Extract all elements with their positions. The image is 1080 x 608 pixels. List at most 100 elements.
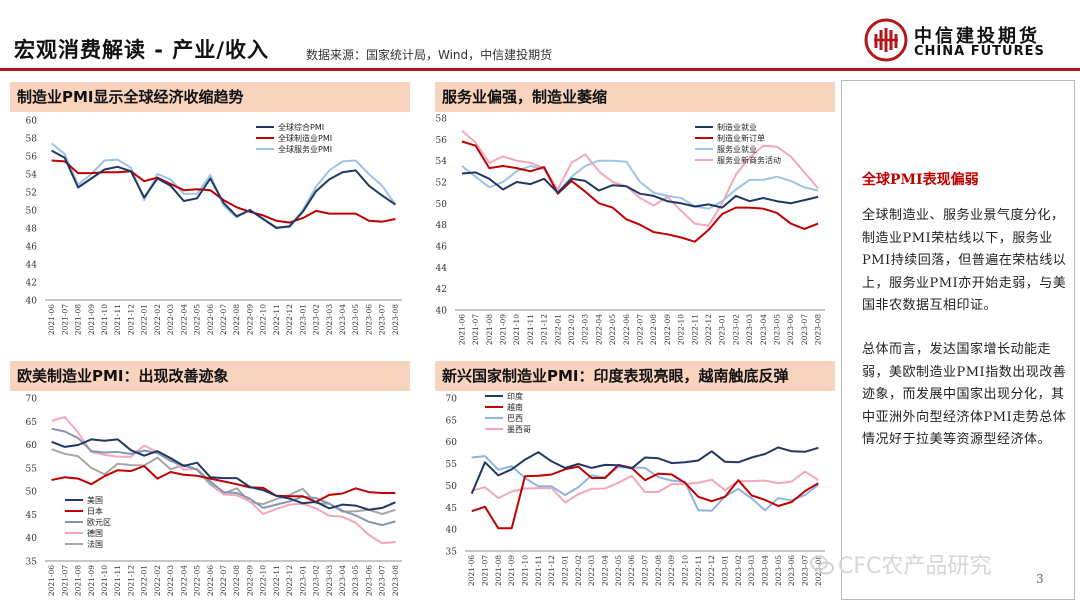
series-line-1 <box>461 171 819 209</box>
x-tick-label: 2022-06 <box>627 555 636 586</box>
x-tick-label: 2022-08 <box>654 555 663 586</box>
x-tick-label: 2022-07 <box>219 565 228 596</box>
y-tick-label: 35 <box>26 558 38 568</box>
y-tick-label: 42 <box>436 285 447 295</box>
x-tick-label: 2021-08 <box>74 565 83 596</box>
legend-label: 制造业就业 <box>717 122 757 132</box>
x-tick-label: 2022-10 <box>677 314 686 345</box>
x-tick-label: 2022-02 <box>153 304 162 335</box>
legend-label: 越南 <box>507 402 523 412</box>
series-line-1 <box>470 446 819 495</box>
y-tick-label: 55 <box>446 460 458 470</box>
x-tick-label: 2022-10 <box>681 555 690 586</box>
x-tick-label: 2023-06 <box>787 555 796 586</box>
x-tick-label: 2023-02 <box>312 565 321 596</box>
services-manufacturing-chart: 40 42 44 46 48 50 52 54 56 58 2021-06 2021-07 2021-0… <box>436 115 825 345</box>
commentary-box: 全球PMI表现偏弱 全球制造业、服务业景气度分化，制造业PMI荣枯线以下，服务业… <box>841 80 1075 600</box>
x-tick-label: 2021-12 <box>126 304 135 335</box>
emerging-pmi-chart: 35 40 45 50 55 60 65 70 2021-06 2021-07 2021-08 202… <box>446 391 825 586</box>
x-tick-label: 2021-09 <box>507 555 516 586</box>
x-tick-label: 2022-09 <box>245 304 254 335</box>
series-line-3 <box>51 427 396 527</box>
y-tick-label: 50 <box>446 482 458 492</box>
legend-label: 法国 <box>87 539 103 549</box>
wechat-icon <box>810 555 834 575</box>
company-logo: 中信建投期货 CHINA FUTURES <box>864 18 1074 66</box>
x-tick-label: 2021-06 <box>467 555 476 586</box>
y-tick-label: 58 <box>436 115 448 125</box>
x-tick-label: 2021-06 <box>457 314 466 345</box>
x-tick-label: 2023-03 <box>325 304 334 335</box>
page-title: 宏观消费解读 - 产业/收入 <box>14 38 270 62</box>
legend-label: 制造业新订单 <box>717 133 765 143</box>
x-tick-label: 2022-03 <box>587 555 596 586</box>
watermark: CFC农产品研究 <box>810 548 991 580</box>
x-tick-label: 2023-03 <box>325 565 334 596</box>
x-tick-label: 2023-03 <box>745 314 754 345</box>
x-tick-label: 2023-05 <box>774 555 783 586</box>
x-tick-label: 2022-10 <box>259 565 268 596</box>
x-tick-label: 2022-05 <box>608 314 617 345</box>
x-tick-label: 2023-07 <box>800 314 809 345</box>
x-tick-label: 2021-07 <box>60 565 69 596</box>
x-tick-label: 2023-04 <box>338 565 347 596</box>
x-tick-label: 2022-05 <box>614 555 623 586</box>
x-tick-label: 2021-08 <box>494 555 503 586</box>
x-tick-label: 2023-04 <box>338 304 347 335</box>
legend-label: 巴西 <box>507 414 523 423</box>
logo-chinese-name: 中信建投期货 <box>914 26 1040 47</box>
x-tick-label: 2023-03 <box>747 555 756 586</box>
y-tick-label: 45 <box>26 511 38 521</box>
header-divider <box>0 68 1080 71</box>
x-tick-label: 2023-02 <box>734 555 743 586</box>
chart-1-title: 制造业PMI显示全球经济收缩趋势 <box>10 82 410 112</box>
watermark-text: CFC农产品研究 <box>838 554 992 579</box>
x-tick-label: 2022-05 <box>193 304 202 335</box>
x-tick-label: 2021-09 <box>498 314 507 345</box>
x-tick-label: 2022-12 <box>704 314 713 345</box>
x-tick-label: 2021-07 <box>60 304 69 335</box>
x-tick-label: 2023-02 <box>312 304 321 335</box>
x-tick-label: 2021-12 <box>540 314 549 345</box>
y-tick-label: 65 <box>26 418 38 428</box>
x-tick-label: 2022-08 <box>232 565 241 596</box>
chart-4-title: 新兴国家制造业PMI：印度表现亮眼，越南触底反弹 <box>435 361 835 391</box>
x-tick-label: 2022-09 <box>663 314 672 345</box>
x-tick-label: 2021-09 <box>87 565 96 596</box>
legend-label: 全球制造业PMI <box>278 133 332 143</box>
series-line-4 <box>461 130 819 227</box>
y-tick-label: 56 <box>26 153 38 163</box>
data-source-note: 数据来源：国家统计局，Wind，中信建投期货 <box>306 48 553 62</box>
x-tick-label: 2022-12 <box>285 565 294 596</box>
x-tick-label: 2022-03 <box>166 304 175 335</box>
y-tick-label: 55 <box>26 464 38 474</box>
x-tick-label: 2021-10 <box>512 314 521 345</box>
legend-label: 服务业就业 <box>717 144 757 154</box>
global-pmi-chart: 40 42 44 46 48 50 52 54 56 58 60 2021-06 2021-07 2021… <box>26 117 402 335</box>
y-tick-label: 45 <box>446 504 458 514</box>
x-tick-label: 2023-07 <box>378 304 387 335</box>
x-tick-label: 2023-05 <box>351 304 360 335</box>
x-tick-label: 2021-11 <box>526 314 535 345</box>
x-tick-label: 2022-05 <box>193 565 202 596</box>
y-tick-label: 44 <box>26 261 38 271</box>
us-eu-pmi-chart: 35 40 45 50 55 60 65 70 2021-06 2021-07 2021-08 202… <box>26 395 402 596</box>
x-tick-label: 2022-01 <box>553 314 562 345</box>
citic-logo-icon <box>864 18 908 62</box>
x-tick-label: 2022-01 <box>561 555 570 586</box>
commentary-paragraph-1: 全球制造业、服务业景气度分化，制造业PMI荣枯线以下，服务业PMI持续回落，但普… <box>862 208 1067 313</box>
chart-2-title: 服务业偏强，制造业萎缩 <box>435 82 835 112</box>
series-line-2 <box>51 159 396 224</box>
x-tick-label: 2021-08 <box>485 314 494 345</box>
series-line-3 <box>50 142 397 229</box>
y-tick-label: 60 <box>26 117 38 127</box>
x-tick-label: 2022-11 <box>272 565 281 596</box>
x-tick-label: 2022-01 <box>140 304 149 335</box>
x-tick-label: 2022-12 <box>707 555 716 586</box>
y-tick-label: 60 <box>26 441 38 451</box>
y-tick-label: 35 <box>446 548 458 558</box>
y-tick-label: 54 <box>436 157 448 167</box>
x-tick-label: 2023-01 <box>298 565 307 596</box>
x-tick-label: 2022-07 <box>636 314 645 345</box>
x-tick-label: 2023-01 <box>718 314 727 345</box>
